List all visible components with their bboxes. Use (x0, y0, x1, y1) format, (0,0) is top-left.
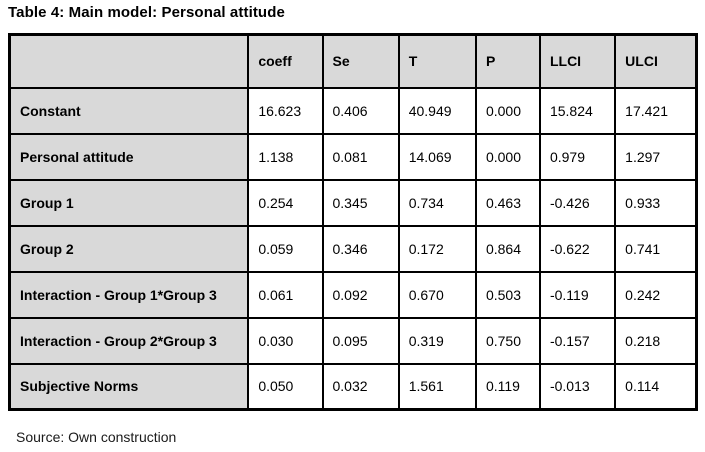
data-cell: 0.979 (538, 132, 617, 181)
data-cell: 0.081 (321, 132, 400, 181)
table-body: Constant 16.623 0.406 40.949 0.000 15.824 17.4… (8, 86, 698, 411)
data-cell: -0.119 (538, 270, 617, 319)
column-header-empty (8, 33, 250, 89)
data-cell: 14.069 (397, 132, 477, 181)
table-row: Group 1 0.254 0.345 0.734 0.463 -0.426 0.933 (8, 178, 698, 227)
data-cell: 17.421 (614, 86, 698, 135)
table-row: Personal attitude 1.138 0.081 14.069 0.000 0.… (8, 132, 698, 181)
data-cell: 0.933 (614, 178, 698, 227)
data-cell: -0.157 (538, 316, 617, 365)
data-cell: 1.297 (614, 132, 698, 181)
row-label: Group 1 (8, 178, 250, 227)
data-cell: 0.095 (321, 316, 400, 365)
column-header-t: T (397, 33, 477, 89)
table-row: Interaction - Group 2*Group 3 0.030 0.095 0… (8, 316, 698, 365)
table-row: Interaction - Group 1*Group 3 0.061 0.092 0… (8, 270, 698, 319)
table-row: Subjective Norms 0.050 0.032 1.561 0.119 -0.0… (8, 362, 698, 411)
data-cell: 0.092 (321, 270, 400, 319)
results-table: coeff Se T P LLCI ULCI Constant 16.623 0.4… (8, 33, 698, 411)
data-cell: 0.741 (614, 224, 698, 273)
data-cell: 0.463 (474, 178, 541, 227)
column-header-ulci: ULCI (614, 33, 698, 89)
data-cell: -0.013 (538, 362, 617, 411)
data-cell: 40.949 (397, 86, 477, 135)
data-cell: 0.345 (321, 178, 400, 227)
data-cell: 0.750 (474, 316, 541, 365)
header-row: coeff Se T P LLCI ULCI (8, 33, 698, 89)
row-label: Interaction - Group 1*Group 3 (8, 270, 250, 319)
column-header-llci: LLCI (538, 33, 617, 89)
data-cell: 0.254 (247, 178, 324, 227)
column-header-coeff: coeff (247, 33, 324, 89)
row-label: Interaction - Group 2*Group 3 (8, 316, 250, 365)
data-cell: 0.000 (474, 86, 541, 135)
data-cell: -0.622 (538, 224, 617, 273)
data-cell: 0.061 (247, 270, 324, 319)
data-cell: 0.670 (397, 270, 477, 319)
data-cell: 0.114 (614, 362, 698, 411)
table-title: Table 4: Main model: Personal attitude (8, 4, 285, 21)
data-cell: 0.503 (474, 270, 541, 319)
data-cell: -0.426 (538, 178, 617, 227)
data-cell: 0.319 (397, 316, 477, 365)
data-cell: 0.119 (474, 362, 541, 411)
data-cell: 0.406 (321, 86, 400, 135)
data-cell: 0.050 (247, 362, 324, 411)
data-cell: 0.032 (321, 362, 400, 411)
data-cell: 0.172 (397, 224, 477, 273)
data-cell: 0.218 (614, 316, 698, 365)
column-header-se: Se (321, 33, 400, 89)
data-cell: 0.346 (321, 224, 400, 273)
data-cell: 0.030 (247, 316, 324, 365)
row-label: Subjective Norms (8, 362, 250, 411)
row-label: Group 2 (8, 224, 250, 273)
column-header-p: P (474, 33, 541, 89)
data-cell: 15.824 (538, 86, 617, 135)
data-cell: 0.864 (474, 224, 541, 273)
data-cell: 0.734 (397, 178, 477, 227)
data-cell: 1.138 (247, 132, 324, 181)
data-cell: 1.561 (397, 362, 477, 411)
row-label: Constant (8, 86, 250, 135)
source-note: Source: Own construction (16, 429, 177, 445)
data-cell: 0.059 (247, 224, 324, 273)
data-cell: 0.000 (474, 132, 541, 181)
data-cell: 0.242 (614, 270, 698, 319)
table-row: Constant 16.623 0.406 40.949 0.000 15.824 17.4… (8, 86, 698, 135)
data-cell: 16.623 (247, 86, 324, 135)
row-label: Personal attitude (8, 132, 250, 181)
table-row: Group 2 0.059 0.346 0.172 0.864 -0.622 0.741 (8, 224, 698, 273)
